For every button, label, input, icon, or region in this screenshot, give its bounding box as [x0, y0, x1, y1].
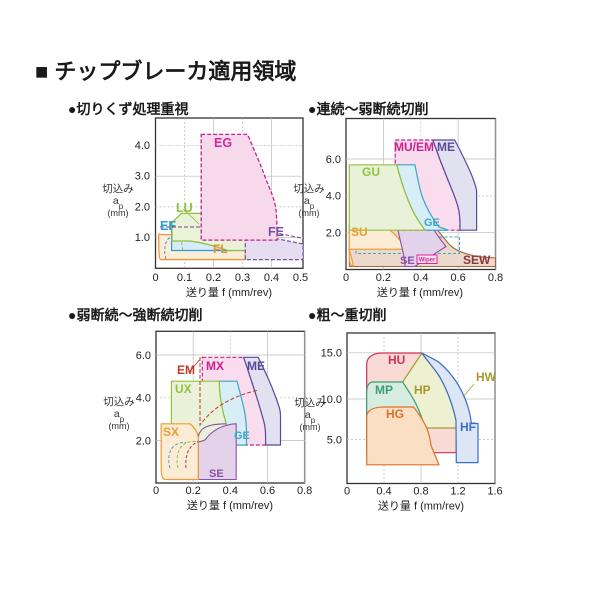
- svg-text:1.6: 1.6: [487, 486, 502, 498]
- svg-text:1.2: 1.2: [450, 486, 465, 498]
- svg-text:送り量 f (mm/rev): 送り量 f (mm/rev): [378, 499, 464, 513]
- svg-text:HU: HU: [388, 353, 405, 367]
- svg-text:0: 0: [344, 486, 350, 498]
- svg-text:切込み: 切込み: [294, 397, 326, 409]
- svg-text:5.0: 5.0: [327, 434, 342, 446]
- svg-text:(mm): (mm): [300, 422, 321, 432]
- svg-text:HP: HP: [414, 383, 431, 397]
- svg-text:HW: HW: [476, 370, 497, 384]
- svg-text:HG: HG: [386, 407, 404, 421]
- svg-text:0.8: 0.8: [413, 486, 428, 498]
- svg-text:15.0: 15.0: [321, 348, 342, 360]
- svg-text:MP: MP: [375, 383, 393, 397]
- svg-text:HF: HF: [460, 420, 476, 434]
- svg-text:0.4: 0.4: [376, 486, 391, 498]
